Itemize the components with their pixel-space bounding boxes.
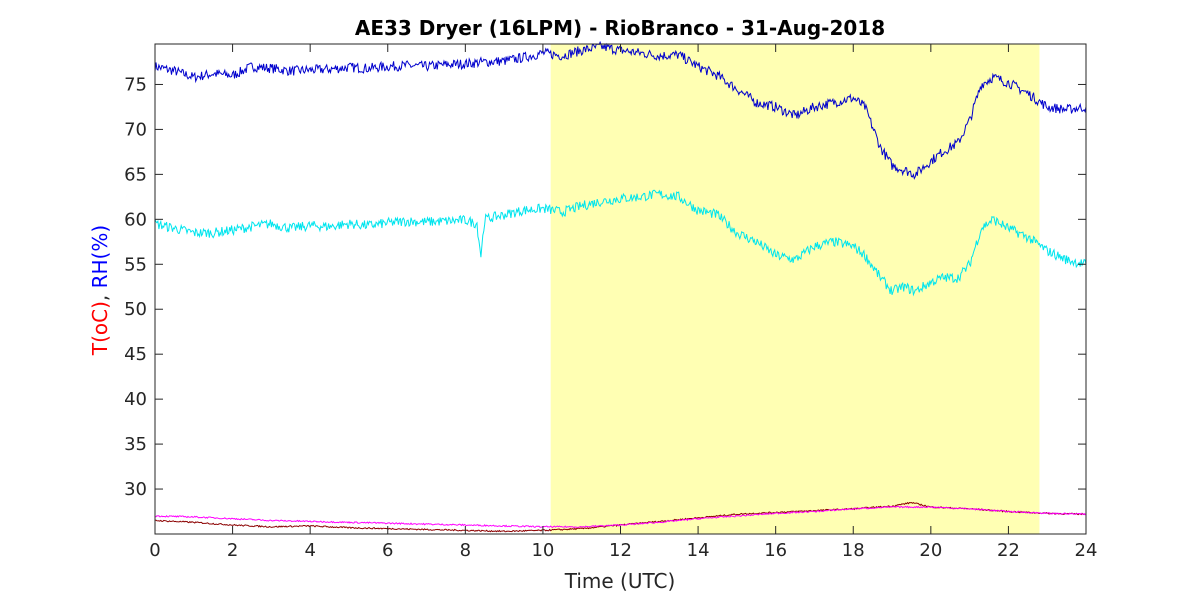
- y-tick-label: 40: [124, 389, 147, 410]
- x-tick-label: 16: [764, 540, 787, 561]
- y-tick-label: 60: [124, 209, 147, 230]
- x-tick-label: 6: [382, 540, 393, 561]
- series-line-2: [154, 189, 1087, 297]
- x-tick-label: 2: [227, 540, 238, 561]
- y-tick-label: 70: [124, 119, 147, 140]
- y-axis: 30 35 40 45 50 55 60 65 70 75: [124, 74, 1086, 500]
- x-tick-label: 24: [1075, 540, 1098, 561]
- x-tick-label: 12: [609, 540, 632, 561]
- y-tick-label: 30: [124, 479, 147, 500]
- y-tick-label: 65: [124, 164, 147, 185]
- plot-background: [550, 44, 1040, 534]
- y-axis-label-part: RH(%): [88, 225, 112, 289]
- y-tick-label: 50: [124, 299, 147, 320]
- series-line-4: [155, 505, 1087, 529]
- y-axis-label-part: ,: [88, 288, 112, 301]
- x-tick-label: 20: [919, 540, 942, 561]
- y-tick-label: 35: [124, 434, 147, 455]
- y-tick-label: 45: [124, 344, 147, 365]
- x-tick-label: 0: [149, 540, 160, 561]
- x-tick-label: 4: [304, 540, 315, 561]
- x-axis: 0 2 4 6 8 10 12 14 16 18 20 22 24: [149, 44, 1097, 561]
- x-tick-label: 8: [460, 540, 471, 561]
- y-axis-label: T(oC), RH(%): [88, 225, 112, 356]
- shaded-region: [550, 44, 1040, 534]
- x-tick-label: 18: [842, 540, 865, 561]
- x-tick-label: 14: [687, 540, 710, 561]
- y-tick-label: 75: [124, 74, 147, 95]
- chart-title: AE33 Dryer (16LPM) - RioBranco - 31-Aug-…: [355, 16, 885, 40]
- x-tick-label: 22: [997, 540, 1020, 561]
- y-axis-label-part: T(oC): [88, 301, 112, 356]
- x-axis-label: Time (UTC): [564, 569, 676, 593]
- y-tick-label: 55: [124, 254, 147, 275]
- x-tick-label: 10: [531, 540, 554, 561]
